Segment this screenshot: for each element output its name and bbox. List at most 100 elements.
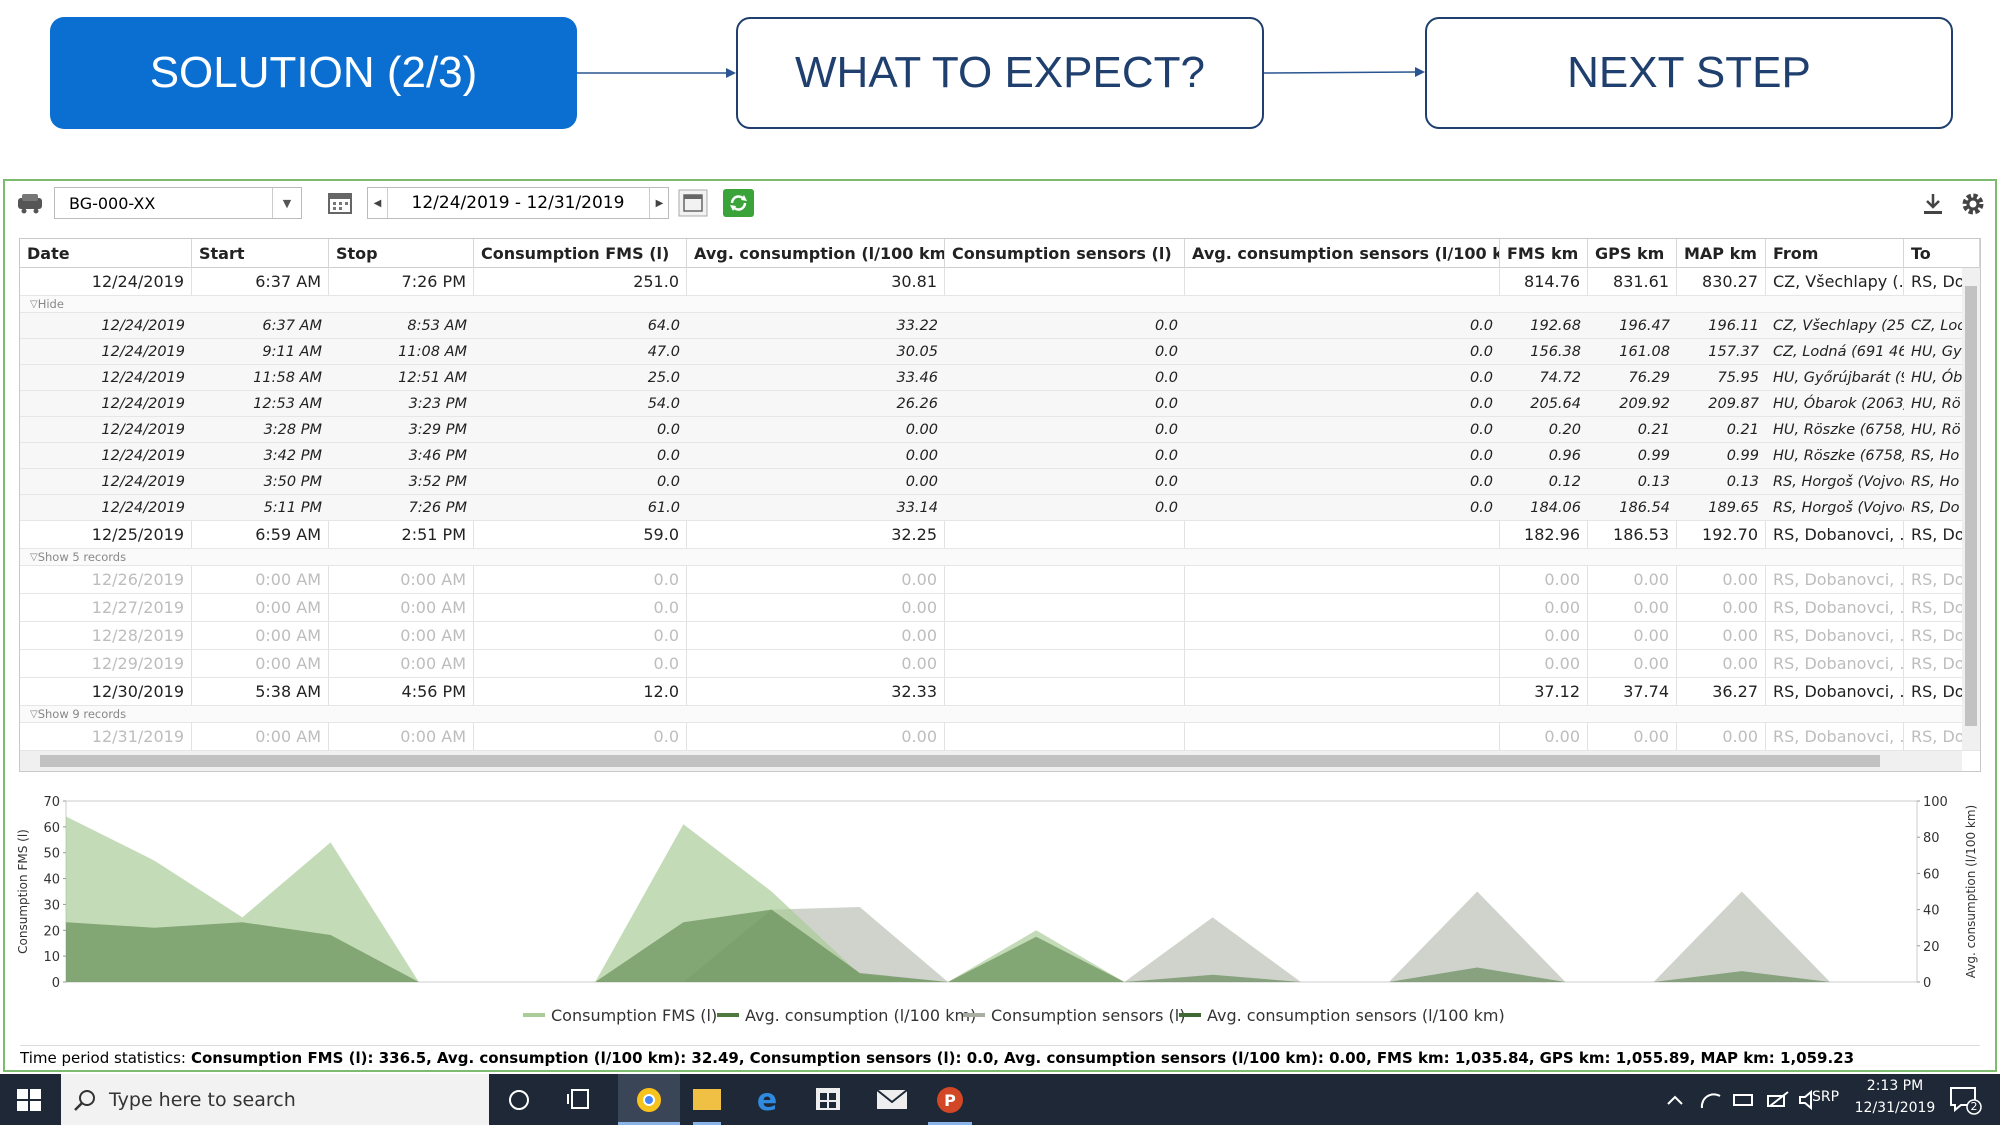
column-header[interactable]: Date — [20, 239, 192, 268]
column-header[interactable]: From — [1766, 239, 1904, 268]
legend-label[interactable]: Avg. consumption sensors (l/100 km) — [1207, 1006, 1505, 1025]
empty-row-cell: 12/31/2019 — [20, 723, 192, 751]
detail-cell: 0.0 — [1185, 469, 1500, 495]
toggle-label[interactable]: Show 9 records — [37, 707, 127, 721]
detail-cell: 3:29 PM — [329, 417, 474, 443]
y2-tick-label: 20 — [1923, 940, 1940, 955]
detail-cell: 189.65 — [1677, 495, 1766, 521]
column-header[interactable]: Avg. consumption (l/100 km) — [687, 239, 945, 268]
chart: 0 10 20 30 40 50 60 70 0 20 40 60 80 100 Consumption F… — [16, 795, 1978, 1025]
empty-row-cell: 0.00 — [687, 566, 945, 594]
tray-icons[interactable] — [1660, 1084, 1820, 1116]
prev-button[interactable]: ◀ — [368, 188, 388, 218]
detail-cell: 25.0 — [474, 365, 687, 391]
flow-step-active[interactable]: SOLUTION (2/3) — [50, 17, 577, 129]
detail-cell: 0.0 — [1185, 339, 1500, 365]
detail-cell: 64.0 — [474, 313, 687, 339]
clock-time[interactable]: 2:13 PM — [1866, 1078, 1924, 1094]
detail-cell: CZ, Všechlapy (257 , — [1766, 313, 1904, 339]
detail-cell: 0.0 — [945, 495, 1185, 521]
row-cell: 37.74 — [1588, 678, 1677, 706]
detail-cell: 0.0 — [1185, 391, 1500, 417]
calendar-icon[interactable] — [326, 190, 354, 216]
detail-cell: 3:28 PM — [192, 417, 329, 443]
group-toggle[interactable]: ▽ Show 5 records — [20, 549, 1963, 566]
vertical-scrollbar[interactable] — [1962, 268, 1980, 750]
toggle-label[interactable]: Show 5 records — [37, 550, 127, 564]
detail-cell: 12/24/2019 — [20, 495, 192, 521]
detail-cell: 0.0 — [1185, 417, 1500, 443]
language[interactable]: SRP — [1812, 1089, 1840, 1105]
next-button[interactable]: ▶ — [649, 188, 669, 218]
row-cell: 6:37 AM — [192, 268, 329, 296]
empty-row-cell: 0.00 — [1500, 594, 1588, 622]
date-range[interactable]: 12/24/2019 - 12/31/2019 — [411, 193, 625, 213]
download-button[interactable] — [1920, 191, 1946, 217]
detail-cell: HU, Röszke (6758), ( — [1766, 443, 1904, 469]
empty-row-cell: 0.00 — [687, 594, 945, 622]
detail-cell: 3:23 PM — [329, 391, 474, 417]
empty-row-cell: 0.0 — [474, 622, 687, 650]
empty-row-cell: 0.00 — [1588, 594, 1677, 622]
row-cell: 831.61 — [1588, 268, 1677, 296]
detail-cell: 0.00 — [687, 443, 945, 469]
column-header[interactable]: Consumption sensors (l) — [945, 239, 1185, 268]
column-header[interactable]: Avg. consumption sensors (l/100 km) — [1185, 239, 1500, 268]
y2-tick-label: 80 — [1923, 831, 1940, 846]
vehicle-icon — [18, 194, 42, 214]
row-cell: 7:26 PM — [329, 268, 474, 296]
column-header[interactable]: FMS km — [1500, 239, 1588, 268]
vehicle-select[interactable]: BG-000-XX — [54, 187, 302, 219]
column-header[interactable]: Consumption FMS (l) — [474, 239, 687, 268]
toggle-label[interactable]: Hide — [37, 297, 64, 311]
column-header[interactable]: Stop — [329, 239, 474, 268]
empty-row-cell: RS, Dobanovci, ... — [1766, 566, 1904, 594]
detail-cell: 0.0 — [474, 417, 687, 443]
row-cell — [945, 521, 1185, 549]
dropdown-arrow[interactable]: ▼ — [272, 188, 301, 218]
search-box[interactable]: Type here to search — [61, 1074, 489, 1125]
toggle-icon[interactable]: ▽ — [30, 298, 38, 310]
detail-cell: 54.0 — [474, 391, 687, 417]
legend-label[interactable]: Consumption FMS (l) — [551, 1006, 717, 1025]
column-header[interactable]: MAP km — [1677, 239, 1766, 268]
detail-cell: 0.0 — [945, 469, 1185, 495]
toggle-icon[interactable]: ▽ — [30, 551, 38, 563]
empty-row-cell: 0.00 — [1500, 723, 1588, 751]
detail-cell: 0.0 — [945, 313, 1185, 339]
flow-step[interactable]: NEXT STEP — [1425, 17, 1953, 129]
settings-button[interactable] — [1959, 190, 1987, 218]
flow-step[interactable]: WHAT TO EXPECT? — [736, 17, 1264, 129]
detail-cell: 209.87 — [1677, 391, 1766, 417]
calendar-button[interactable] — [678, 189, 708, 217]
column-header[interactable]: GPS km — [1588, 239, 1677, 268]
horizontal-scrollbar[interactable] — [20, 751, 1962, 771]
refresh-button[interactable] — [723, 189, 754, 217]
detail-cell: 61.0 — [474, 495, 687, 521]
legend-label[interactable]: Consumption sensors (l) — [991, 1006, 1185, 1025]
notification-count: 2 — [1970, 1100, 1978, 1113]
detail-cell: 12/24/2019 — [20, 469, 192, 495]
detail-cell: 26.26 — [687, 391, 945, 417]
detail-cell: 7:26 PM — [329, 495, 474, 521]
empty-row-cell — [945, 650, 1185, 678]
column-header[interactable]: To — [1904, 239, 1980, 268]
detail-cell: 0.0 — [474, 469, 687, 495]
group-toggle[interactable]: ▽ Hide — [20, 296, 1963, 313]
detail-cell: 0.12 — [1500, 469, 1588, 495]
statistics-item: GPS km: 1,055.89, — [1539, 1049, 1696, 1067]
empty-row-cell: 0.00 — [1588, 723, 1677, 751]
row-cell — [945, 678, 1185, 706]
row-cell: 192.70 — [1677, 521, 1766, 549]
row-cell: 251.0 — [474, 268, 687, 296]
empty-row-cell — [945, 723, 1185, 751]
notification-icon[interactable] — [1948, 1084, 1982, 1116]
clock-date[interactable]: 12/31/2019 — [1854, 1100, 1936, 1116]
column-header[interactable]: Start — [192, 239, 329, 268]
start-button[interactable] — [16, 1088, 42, 1112]
legend-label[interactable]: Avg. consumption (l/100 km) — [745, 1006, 976, 1025]
group-toggle[interactable]: ▽ Show 9 records — [20, 706, 1963, 723]
toggle-icon[interactable]: ▽ — [30, 708, 38, 720]
taskbar-apps[interactable]: e P — [500, 1074, 980, 1125]
